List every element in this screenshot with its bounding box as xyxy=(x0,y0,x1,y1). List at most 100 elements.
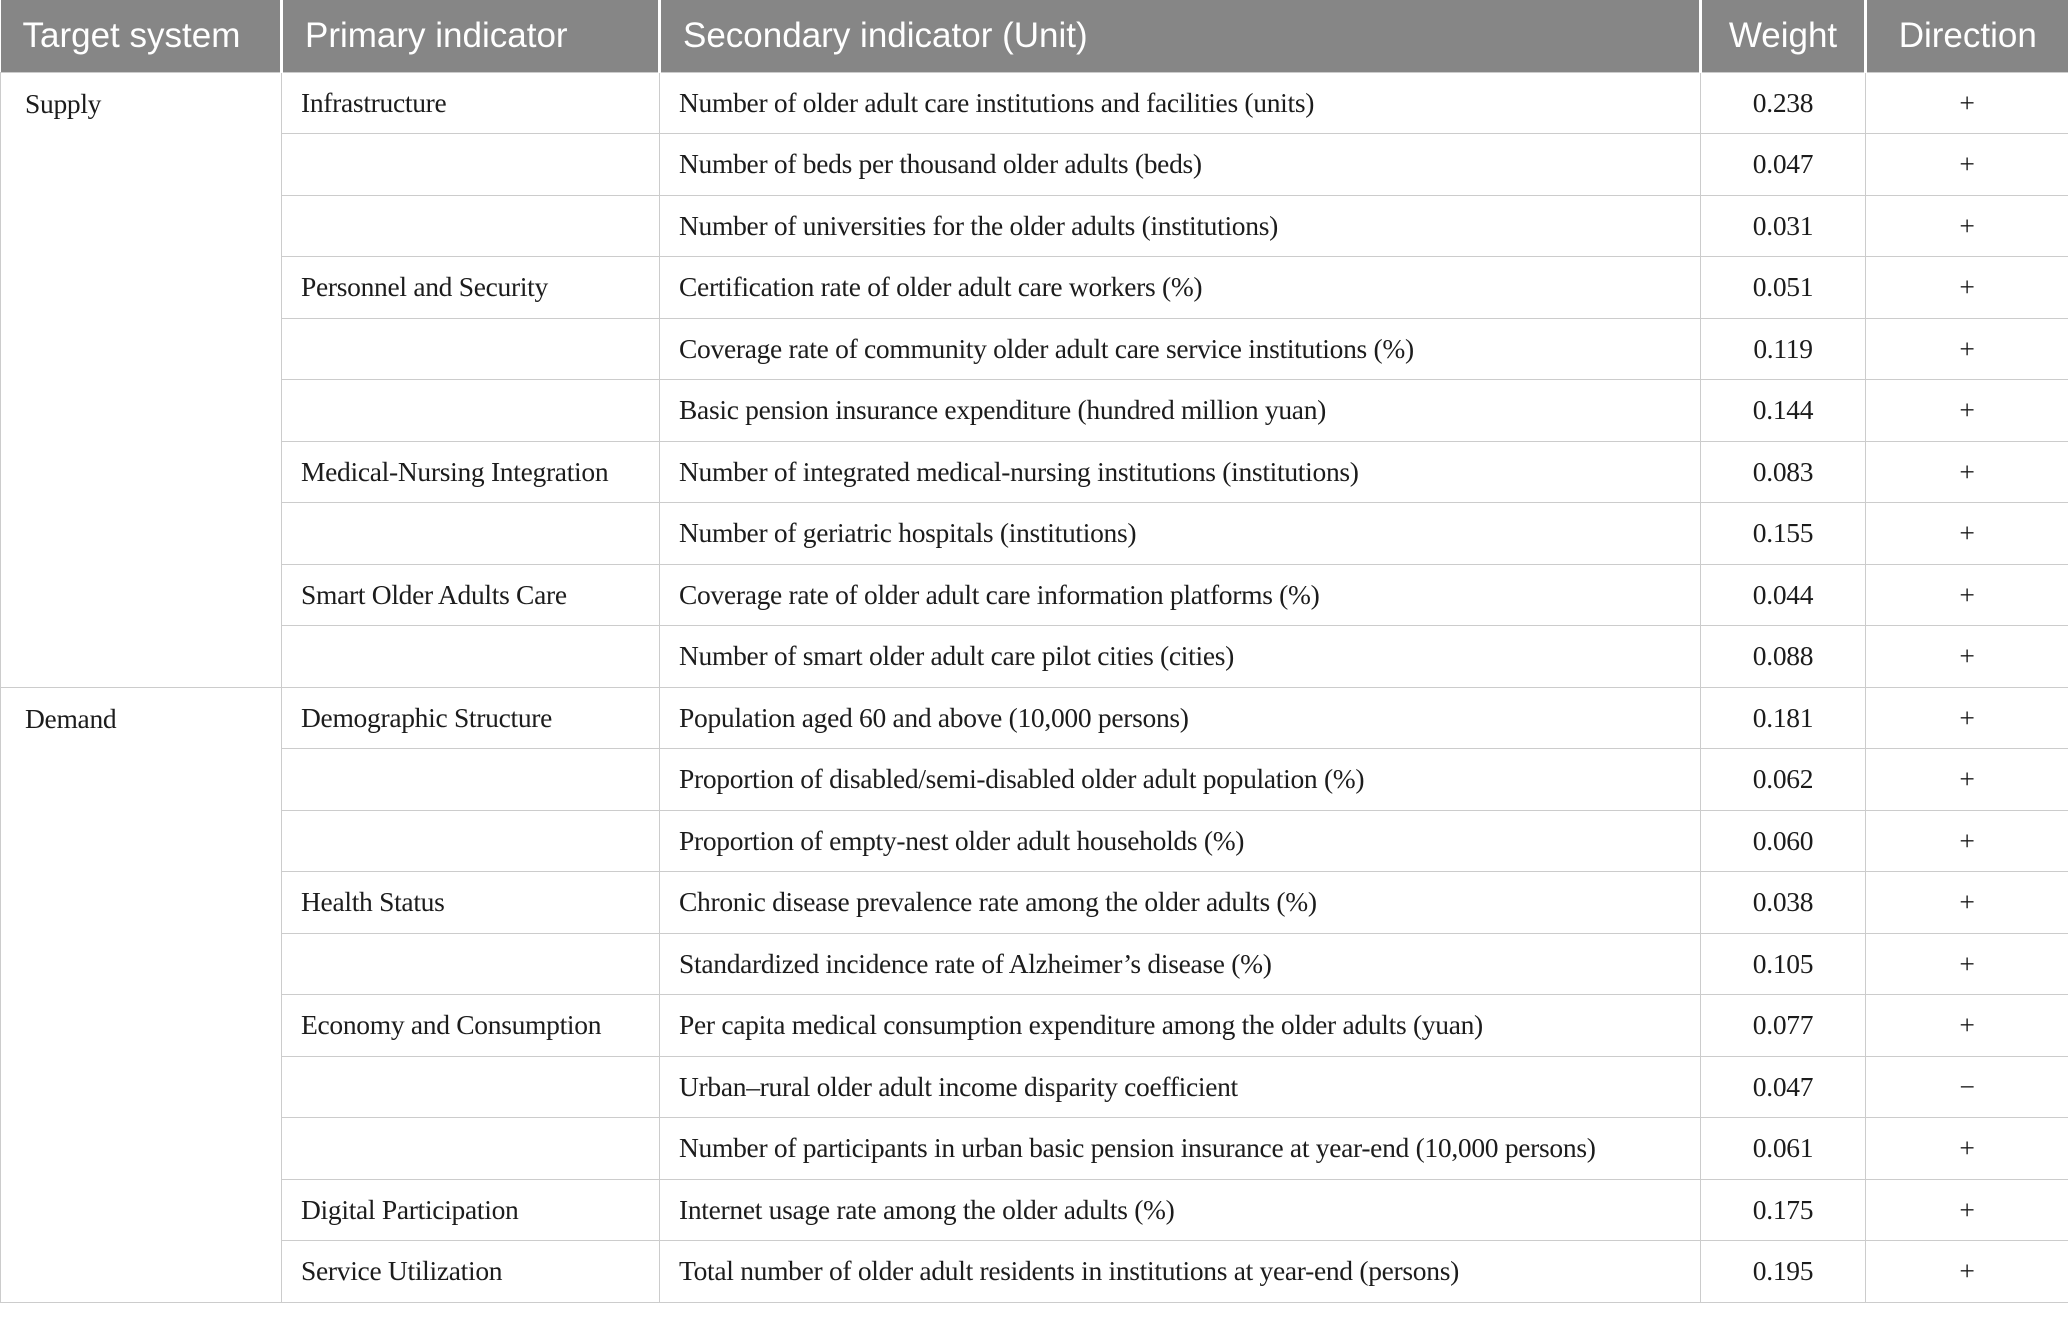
primary-indicator-cell: Infrastructure xyxy=(281,71,660,134)
secondary-indicator-cell: Number of participants in urban basic pe… xyxy=(659,1117,1701,1180)
direction-cell: + xyxy=(1865,994,2068,1057)
weight-cell: 0.238 xyxy=(1700,71,1866,134)
table-row: Proportion of empty-nest older adult hou… xyxy=(1,809,2068,872)
direction-cell: + xyxy=(1865,379,2068,442)
direction-cell: − xyxy=(1865,1055,2068,1118)
table-section-demand: Demand Demographic Structure Population ag… xyxy=(0,686,2068,1303)
table-row: Number of participants in urban basic pe… xyxy=(1,1117,2068,1180)
table-row: Number of geriatric hospitals (instituti… xyxy=(1,502,2068,565)
direction-cell: + xyxy=(1865,256,2068,319)
weight-cell: 0.195 xyxy=(1700,1240,1866,1303)
table-row: Number of universities for the older adu… xyxy=(1,194,2068,257)
weight-cell: 0.083 xyxy=(1700,440,1866,503)
table-row: Proportion of disabled/semi-disabled old… xyxy=(1,748,2068,811)
direction-cell: + xyxy=(1865,71,2068,134)
weight-cell: 0.119 xyxy=(1700,317,1866,380)
direction-cell: + xyxy=(1865,625,2068,688)
secondary-indicator-cell: Number of smart older adult care pilot c… xyxy=(659,625,1701,688)
primary-indicator-cell xyxy=(281,133,660,196)
table-row: Urban–rural older adult income disparity… xyxy=(1,1055,2068,1118)
weight-cell: 0.060 xyxy=(1700,809,1866,872)
column-header-direction: Direction xyxy=(1864,0,2068,72)
secondary-indicator-cell: Coverage rate of older adult care inform… xyxy=(659,563,1701,626)
direction-cell: + xyxy=(1865,317,2068,380)
direction-cell: + xyxy=(1865,871,2068,934)
primary-indicator-cell xyxy=(281,1055,660,1118)
weight-cell: 0.047 xyxy=(1700,1055,1866,1118)
table-row: Medical-Nursing Integration Number of int… xyxy=(1,440,2068,503)
weight-cell: 0.181 xyxy=(1700,686,1866,749)
primary-indicator-cell: Economy and Consumption xyxy=(281,994,660,1057)
direction-cell: + xyxy=(1865,194,2068,257)
secondary-indicator-cell: Urban–rural older adult income disparity… xyxy=(659,1055,1701,1118)
primary-indicator-cell xyxy=(281,317,660,380)
primary-indicator-cell xyxy=(281,809,660,872)
table-row: Personnel and Security Certification rate… xyxy=(1,256,2068,319)
weight-cell: 0.038 xyxy=(1700,871,1866,934)
primary-indicator-cell xyxy=(281,625,660,688)
direction-cell: + xyxy=(1865,563,2068,626)
column-header-primary-indicator: Primary indicator xyxy=(280,0,660,72)
secondary-indicator-cell: Number of integrated medical-nursing ins… xyxy=(659,440,1701,503)
weight-cell: 0.047 xyxy=(1700,133,1866,196)
primary-indicator-cell xyxy=(281,502,660,565)
secondary-indicator-cell: Standardized incidence rate of Alzheimer… xyxy=(659,932,1701,995)
weight-cell: 0.155 xyxy=(1700,502,1866,565)
primary-indicator-cell: Personnel and Security xyxy=(281,256,660,319)
table-row: Demand Demographic Structure Population ag… xyxy=(0,686,2068,1303)
direction-cell: + xyxy=(1865,809,2068,872)
table-row: Digital Participation Internet usage rate… xyxy=(1,1178,2068,1241)
secondary-indicator-cell: Chronic disease prevalence rate among th… xyxy=(659,871,1701,934)
weight-cell: 0.077 xyxy=(1700,994,1866,1057)
direction-cell: + xyxy=(1865,1117,2068,1180)
weight-cell: 0.175 xyxy=(1700,1178,1866,1241)
weight-cell: 0.031 xyxy=(1700,194,1866,257)
weight-cell: 0.044 xyxy=(1700,563,1866,626)
primary-indicator-cell xyxy=(281,194,660,257)
table-row: Basic pension insurance expenditure (hun… xyxy=(1,379,2068,442)
column-header-target-system: Target system xyxy=(0,0,282,72)
primary-indicator-cell: Digital Participation xyxy=(281,1178,660,1241)
target-system-cell: Demand xyxy=(0,686,282,1303)
secondary-indicator-cell: Number of geriatric hospitals (instituti… xyxy=(659,502,1701,565)
table-section-supply: Supply Infrastructure Number of older adul… xyxy=(0,71,2068,688)
table-row: Number of smart older adult care pilot c… xyxy=(1,625,2068,688)
primary-indicator-cell xyxy=(281,748,660,811)
direction-cell: + xyxy=(1865,502,2068,565)
weight-cell: 0.061 xyxy=(1700,1117,1866,1180)
direction-cell: + xyxy=(1865,932,2068,995)
weight-cell: 0.088 xyxy=(1700,625,1866,688)
direction-cell: + xyxy=(1865,1240,2068,1303)
weight-cell: 0.144 xyxy=(1700,379,1866,442)
secondary-indicator-cell: Basic pension insurance expenditure (hun… xyxy=(659,379,1701,442)
header-row: Target system Primary indicator Secondar… xyxy=(0,0,2068,72)
direction-cell: + xyxy=(1865,440,2068,503)
direction-cell: + xyxy=(1865,1178,2068,1241)
target-system-cell: Supply xyxy=(0,71,282,688)
primary-indicator-cell xyxy=(281,379,660,442)
table-row: Smart Older Adults Care Coverage rate of … xyxy=(1,563,2068,626)
table-row: Supply Infrastructure Number of older adul… xyxy=(0,71,2068,688)
table-header: Target system Primary indicator Secondar… xyxy=(0,0,2068,72)
secondary-indicator-cell: Proportion of disabled/semi-disabled old… xyxy=(659,748,1701,811)
secondary-indicator-cell: Number of beds per thousand older adults… xyxy=(659,133,1701,196)
weight-cell: 0.105 xyxy=(1700,932,1866,995)
direction-cell: + xyxy=(1865,133,2068,196)
table-row: Service Utilization Total number of older… xyxy=(1,1240,2068,1303)
secondary-indicator-cell: Population aged 60 and above (10,000 per… xyxy=(659,686,1701,749)
secondary-indicator-cell: Internet usage rate among the older adul… xyxy=(659,1178,1701,1241)
primary-indicator-cell: Smart Older Adults Care xyxy=(281,563,660,626)
table-row: Economy and Consumption Per capita medica… xyxy=(1,994,2068,1057)
primary-indicator-cell xyxy=(281,932,660,995)
primary-indicator-cell: Demographic Structure xyxy=(281,686,660,749)
primary-indicator-cell xyxy=(281,1117,660,1180)
table-row: Standardized incidence rate of Alzheimer… xyxy=(1,932,2068,995)
secondary-indicator-cell: Certification rate of older adult care w… xyxy=(659,256,1701,319)
table-row: Number of beds per thousand older adults… xyxy=(1,133,2068,196)
table-row: Health Status Chronic disease prevalence … xyxy=(1,871,2068,934)
primary-indicator-cell: Medical-Nursing Integration xyxy=(281,440,660,503)
weight-cell: 0.051 xyxy=(1700,256,1866,319)
secondary-indicator-cell: Coverage rate of community older adult c… xyxy=(659,317,1701,380)
